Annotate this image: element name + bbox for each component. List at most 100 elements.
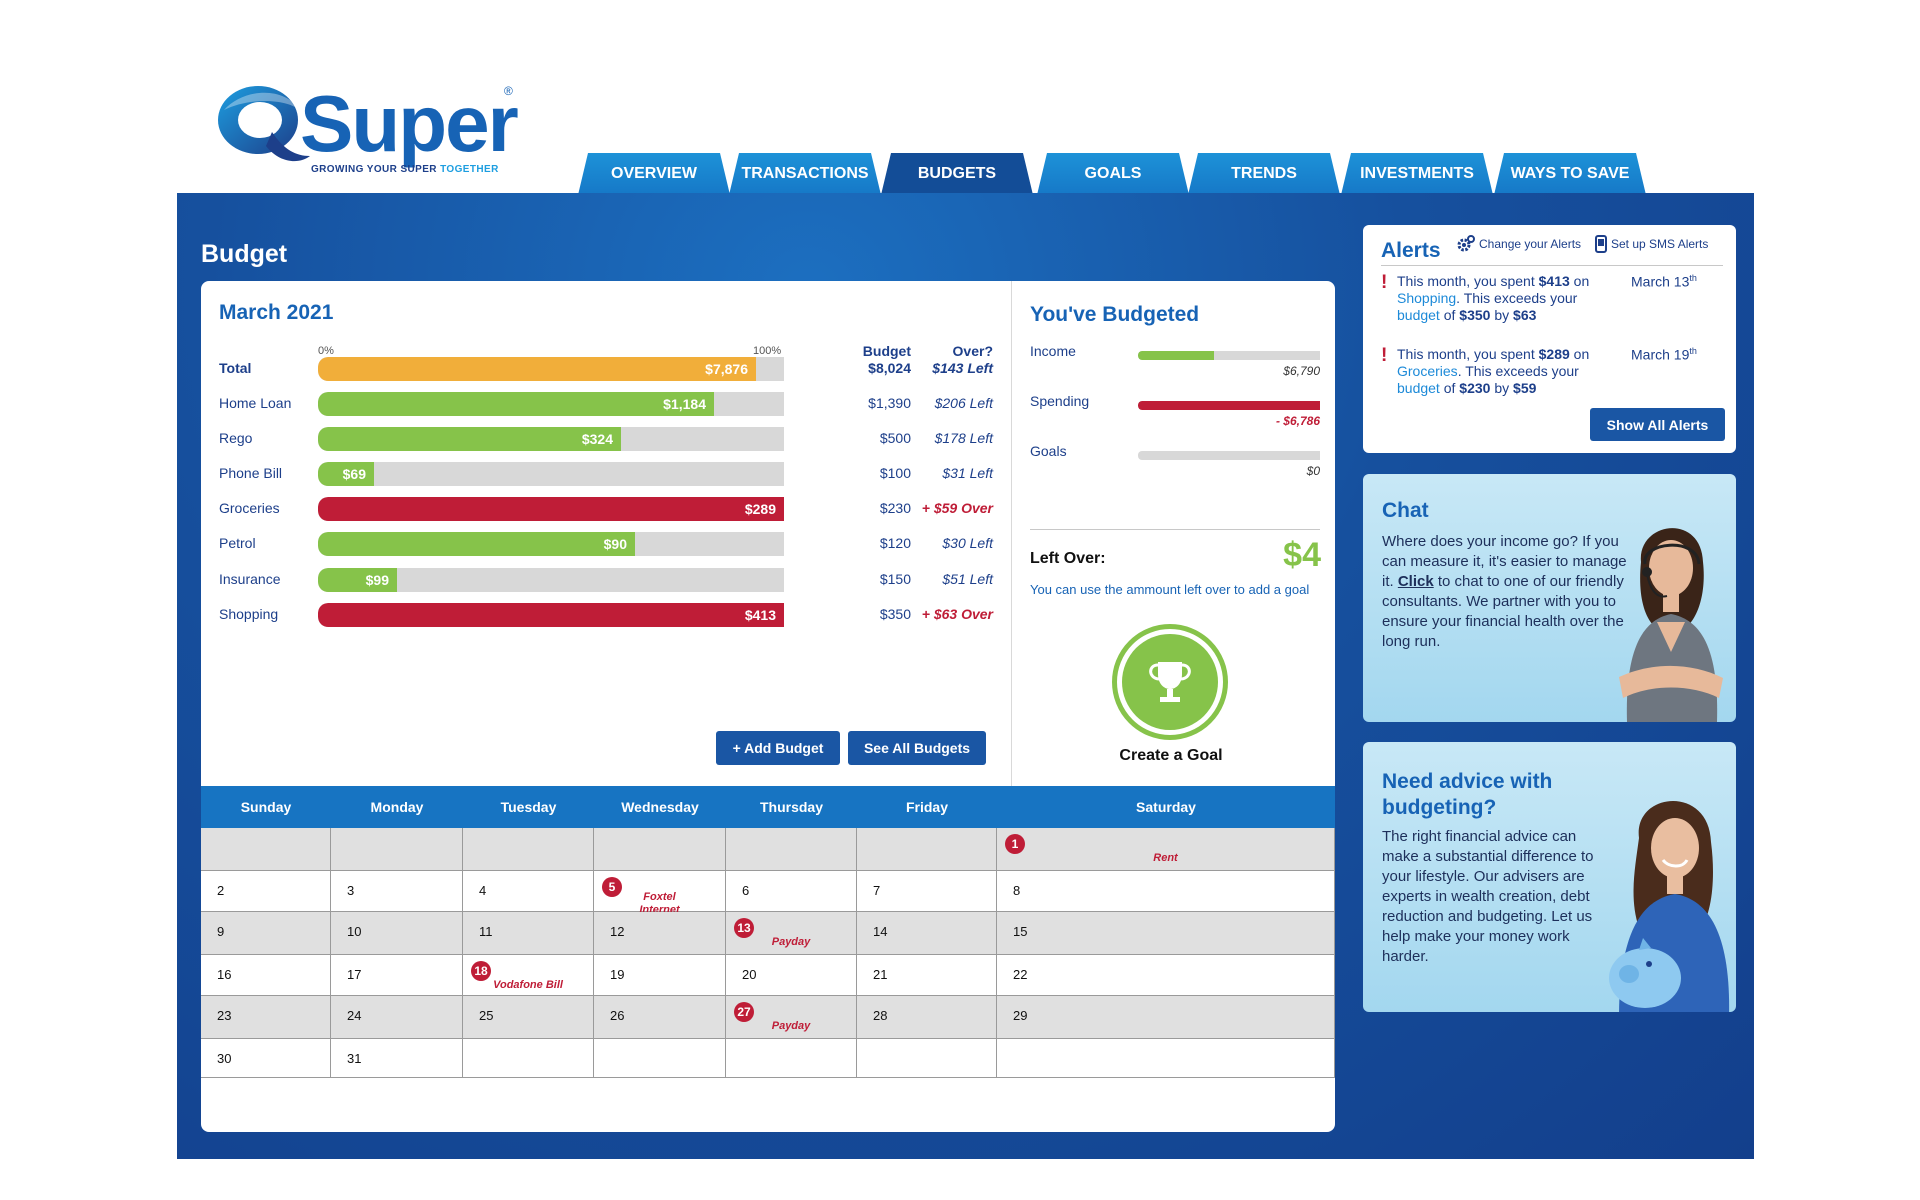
calendar-cell[interactable] [726, 1039, 857, 1078]
calendar-cell[interactable] [726, 828, 857, 871]
calendar-cell[interactable]: 1 Rent [997, 828, 1335, 871]
show-all-alerts-button[interactable]: Show All Alerts [1590, 408, 1725, 441]
budget-bar-fill [318, 497, 784, 521]
calendar-cell[interactable]: 4 [463, 871, 594, 912]
calendar-day-number: 14 [873, 924, 888, 939]
add-budget-button[interactable]: + Add Budget [716, 731, 840, 765]
create-goal-button[interactable] [1112, 624, 1228, 740]
calendar-cell[interactable]: 7 [857, 871, 997, 912]
budget-row[interactable]: Total $7,876 $8,024 $143 Left [201, 356, 993, 382]
chat-text: Where does your income go? If you can me… [1382, 533, 1627, 650]
tab-trends[interactable]: TRENDS [1188, 153, 1340, 195]
calendar-event-label: Payday [771, 1020, 811, 1032]
budgeted-bar-track [1138, 451, 1320, 460]
sms-alerts-link[interactable]: Set up SMS Alerts [1595, 235, 1708, 253]
tab-overview[interactable]: OVERVIEW [578, 153, 730, 195]
advice-panel[interactable]: Need advice with budgeting? The right fi… [1363, 742, 1736, 1012]
budget-bar-value: $7,876 [705, 361, 748, 377]
calendar-cell[interactable]: 10 [331, 912, 463, 955]
budget-bar-track: $99 [318, 568, 784, 592]
tab-ways-to-save[interactable]: WAYS TO SAVE [1494, 153, 1646, 195]
calendar-day-number: 2 [217, 883, 225, 898]
tab-transactions[interactable]: TRANSACTIONS [729, 153, 881, 195]
calendar-cell[interactable]: 12 [594, 912, 726, 955]
calendar-cell[interactable]: 5 Foxtel Internet [594, 871, 726, 916]
budget-status: + $63 Over [921, 606, 993, 622]
calendar-cell[interactable]: 19 [594, 955, 726, 996]
calendar-cell[interactable]: 9 [201, 912, 331, 955]
tab-investments[interactable]: INVESTMENTS [1341, 153, 1493, 195]
calendar-cell[interactable]: 14 [857, 912, 997, 955]
alert-category-link[interactable]: Groceries [1397, 363, 1458, 379]
calendar-event-label: Payday [771, 936, 811, 948]
calendar-cell[interactable]: 26 [594, 996, 726, 1039]
budget-row[interactable]: Rego $324 $500 $178 Left [201, 426, 993, 452]
calendar-event-label: Vodafone Bill [493, 979, 563, 991]
calendar-cell[interactable]: 8 [997, 871, 1335, 912]
calendar-cell[interactable] [857, 1039, 997, 1078]
change-alerts-link[interactable]: Change your Alerts [1457, 235, 1581, 253]
budget-row[interactable]: Phone Bill $69 $100 $31 Left [201, 461, 993, 487]
calendar-cell[interactable] [857, 828, 997, 871]
calendar-cell[interactable]: 17 [331, 955, 463, 996]
budgeted-row-value: - $6,786 [1275, 414, 1320, 428]
calendar-day-number: 3 [347, 883, 355, 898]
calendar-cell[interactable]: 20 [726, 955, 857, 996]
calendar-cell[interactable]: 13 Payday [726, 912, 857, 955]
calendar-cell[interactable] [463, 1039, 594, 1078]
calendar-cell[interactable]: 23 [201, 996, 331, 1039]
calendar-cell[interactable]: 22 [997, 955, 1335, 996]
calendar-cell[interactable] [594, 828, 726, 871]
calendar-cell[interactable]: 3 [331, 871, 463, 912]
alert-budget-link[interactable]: budget [1397, 380, 1440, 396]
calendar-cell[interactable]: 11 [463, 912, 594, 955]
chat-click-link[interactable]: Click [1397, 573, 1434, 590]
calendar-cell[interactable]: 6 [726, 871, 857, 912]
alert-budget-link[interactable]: budget [1397, 307, 1440, 323]
budget-row-label: Total [219, 360, 252, 376]
tab-budgets[interactable]: BUDGETS [881, 153, 1033, 195]
calendar-cell[interactable]: 24 [331, 996, 463, 1039]
budgeted-row-value: $0 [1306, 464, 1320, 478]
budget-row[interactable]: Groceries $289 $230 + $59 Over [201, 496, 993, 522]
super-logo[interactable]: Super ® GROWING YOUR SUPER TOGETHER [214, 79, 524, 180]
logo-registered-mark: ® [504, 84, 513, 98]
calendar-cell[interactable]: 21 [857, 955, 997, 996]
budget-bar-track: $69 [318, 462, 784, 486]
calendar-cell[interactable] [201, 828, 331, 871]
budget-row[interactable]: Insurance $99 $150 $51 Left [201, 567, 993, 593]
budget-row-label: Rego [219, 430, 253, 446]
left-over-note: You can use the ammount left over to add… [1030, 582, 1310, 597]
calendar-day-number: 15 [1013, 924, 1028, 939]
calendar-day-number: 10 [347, 924, 362, 939]
budget-row[interactable]: Shopping $413 $350 + $63 Over [201, 602, 993, 628]
calendar-cell[interactable]: 28 [857, 996, 997, 1039]
alert-category-link[interactable]: Shopping [1397, 290, 1457, 306]
calendar-cell[interactable]: 30 [201, 1039, 331, 1078]
calendar-day-number: 25 [479, 1008, 494, 1023]
calendar-cell[interactable]: 18 Vodafone Bill [463, 955, 594, 996]
calendar-day-number: 17 [347, 967, 362, 982]
calendar-cell[interactable] [594, 1039, 726, 1078]
calendar-cell[interactable] [331, 828, 463, 871]
calendar-cell[interactable]: 16 [201, 955, 331, 996]
calendar-cell[interactable]: 29 [997, 996, 1335, 1039]
calendar-cell[interactable] [997, 1039, 1335, 1078]
calendar-day-number: 22 [1013, 967, 1028, 982]
calendar-day-number: 9 [217, 924, 225, 939]
calendar-cell[interactable] [463, 828, 594, 871]
see-all-budgets-button[interactable]: See All Budgets [848, 731, 986, 765]
chat-panel[interactable]: Chat Where does your income go? If you c… [1363, 474, 1736, 722]
budget-row[interactable]: Petrol $90 $120 $30 Left [201, 531, 993, 557]
calendar-day-number: 28 [873, 1008, 888, 1023]
tab-goals[interactable]: GOALS [1037, 153, 1189, 195]
calendar-cell[interactable]: 15 [997, 912, 1335, 955]
calendar-cell[interactable]: 31 [331, 1039, 463, 1078]
calendar-cell[interactable]: 27 Payday [726, 996, 857, 1039]
budget-bar-value: $289 [744, 501, 776, 517]
budget-row[interactable]: Home Loan $1,184 $1,390 $206 Left [201, 391, 993, 417]
calendar-cell[interactable]: 25 [463, 996, 594, 1039]
logo-tagline: GROWING YOUR SUPER TOGETHER [311, 164, 499, 175]
page-title: Budget [201, 240, 288, 268]
calendar-cell[interactable]: 2 [201, 871, 331, 912]
